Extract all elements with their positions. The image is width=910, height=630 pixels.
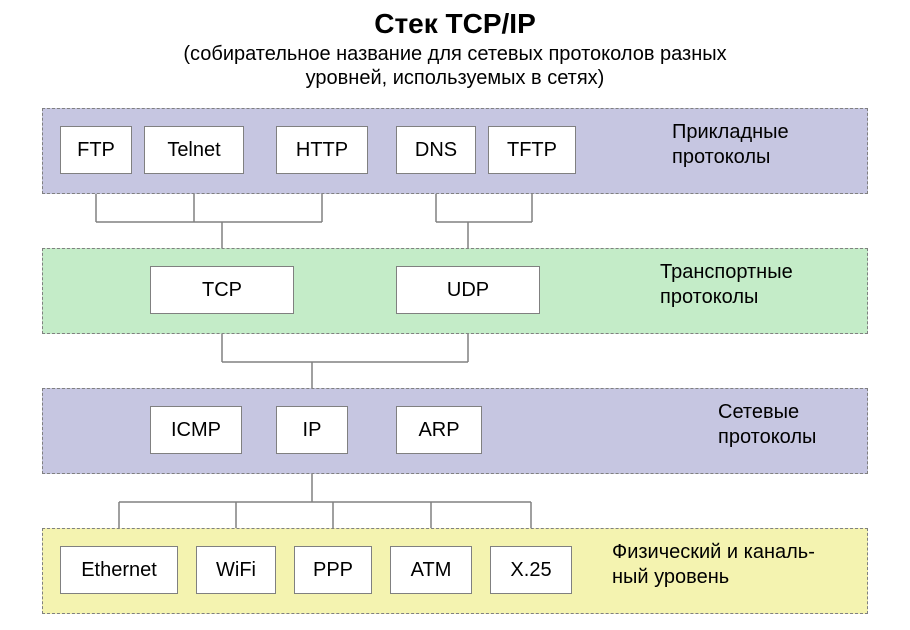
- layer-label-net: Сетевыепротоколы: [718, 400, 816, 450]
- protocol-box-ppp: PPP: [294, 546, 372, 594]
- protocol-box-wifi: WiFi: [196, 546, 276, 594]
- protocol-box-ip: IP: [276, 406, 348, 454]
- diagram-subtitle: (собирательное название для сетевых прот…: [0, 42, 910, 90]
- protocol-box-ftp: FTP: [60, 126, 132, 174]
- protocol-box-tftp: TFTP: [488, 126, 576, 174]
- protocol-box-telnet: Telnet: [144, 126, 244, 174]
- protocol-box-udp: UDP: [396, 266, 540, 314]
- protocol-box-http: HTTP: [276, 126, 368, 174]
- protocol-box-eth: Ethernet: [60, 546, 178, 594]
- protocol-box-arp: ARP: [396, 406, 482, 454]
- subtitle-line1: (собирательное название для сетевых прот…: [183, 43, 726, 65]
- protocol-box-atm: ATM: [390, 546, 472, 594]
- diagram-canvas: Стек TCP/IP (собирательное название для …: [0, 0, 910, 630]
- layer-label-app: Прикладныепротоколы: [672, 120, 789, 170]
- layer-label-trans: Транспортныепротоколы: [660, 260, 793, 310]
- layer-label-phys: Физический и каналь-ный уровень: [612, 540, 815, 590]
- subtitle-line2: уровней, используемых в сетях): [306, 67, 605, 89]
- protocol-box-dns: DNS: [396, 126, 476, 174]
- protocol-box-x25: X.25: [490, 546, 572, 594]
- protocol-box-tcp: TCP: [150, 266, 294, 314]
- diagram-title: Стек TCP/IP: [0, 8, 910, 40]
- protocol-box-icmp: ICMP: [150, 406, 242, 454]
